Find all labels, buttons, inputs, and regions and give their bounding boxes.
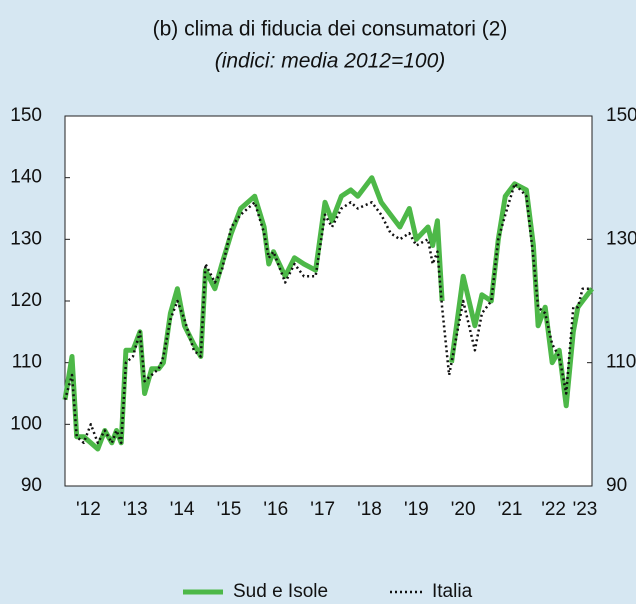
x-tick-label: '23 bbox=[573, 499, 598, 520]
y2-tick-label: 110 bbox=[606, 352, 636, 373]
y-tick-label: 120 bbox=[10, 290, 42, 311]
y-tick-label: 130 bbox=[10, 228, 42, 249]
plot-area bbox=[64, 115, 593, 487]
x-tick-label: '13 bbox=[123, 499, 148, 520]
x-tick-label: '22 bbox=[541, 499, 566, 520]
x-tick-label: '15 bbox=[217, 499, 242, 520]
x-tick-label: '14 bbox=[170, 499, 195, 520]
x-tick-label: '19 bbox=[404, 499, 429, 520]
legend-label: Sud e Isole bbox=[233, 581, 328, 602]
legend-label: Italia bbox=[432, 581, 473, 602]
chart-subtitle: (indici: media 2012=100) bbox=[215, 50, 446, 73]
x-tick-label: '16 bbox=[263, 499, 288, 520]
y-tick-label: 150 bbox=[10, 105, 42, 126]
y2-tick-label: 90 bbox=[606, 475, 627, 496]
x-tick-label: '21 bbox=[498, 499, 523, 520]
x-tick-label: '20 bbox=[451, 499, 476, 520]
x-tick-label: '17 bbox=[310, 499, 335, 520]
y-tick-label: 110 bbox=[12, 352, 42, 373]
x-tick-label: '18 bbox=[357, 499, 382, 520]
chart-title: (b) clima di fiducia dei consumatori (2) bbox=[153, 18, 508, 41]
x-tick-label: '12 bbox=[76, 499, 101, 520]
y2-tick-label: 130 bbox=[606, 228, 636, 249]
y-tick-label: 90 bbox=[21, 475, 42, 496]
y-tick-label: 140 bbox=[10, 167, 42, 188]
y2-tick-label: 150 bbox=[606, 105, 636, 126]
y-tick-label: 100 bbox=[10, 413, 42, 434]
